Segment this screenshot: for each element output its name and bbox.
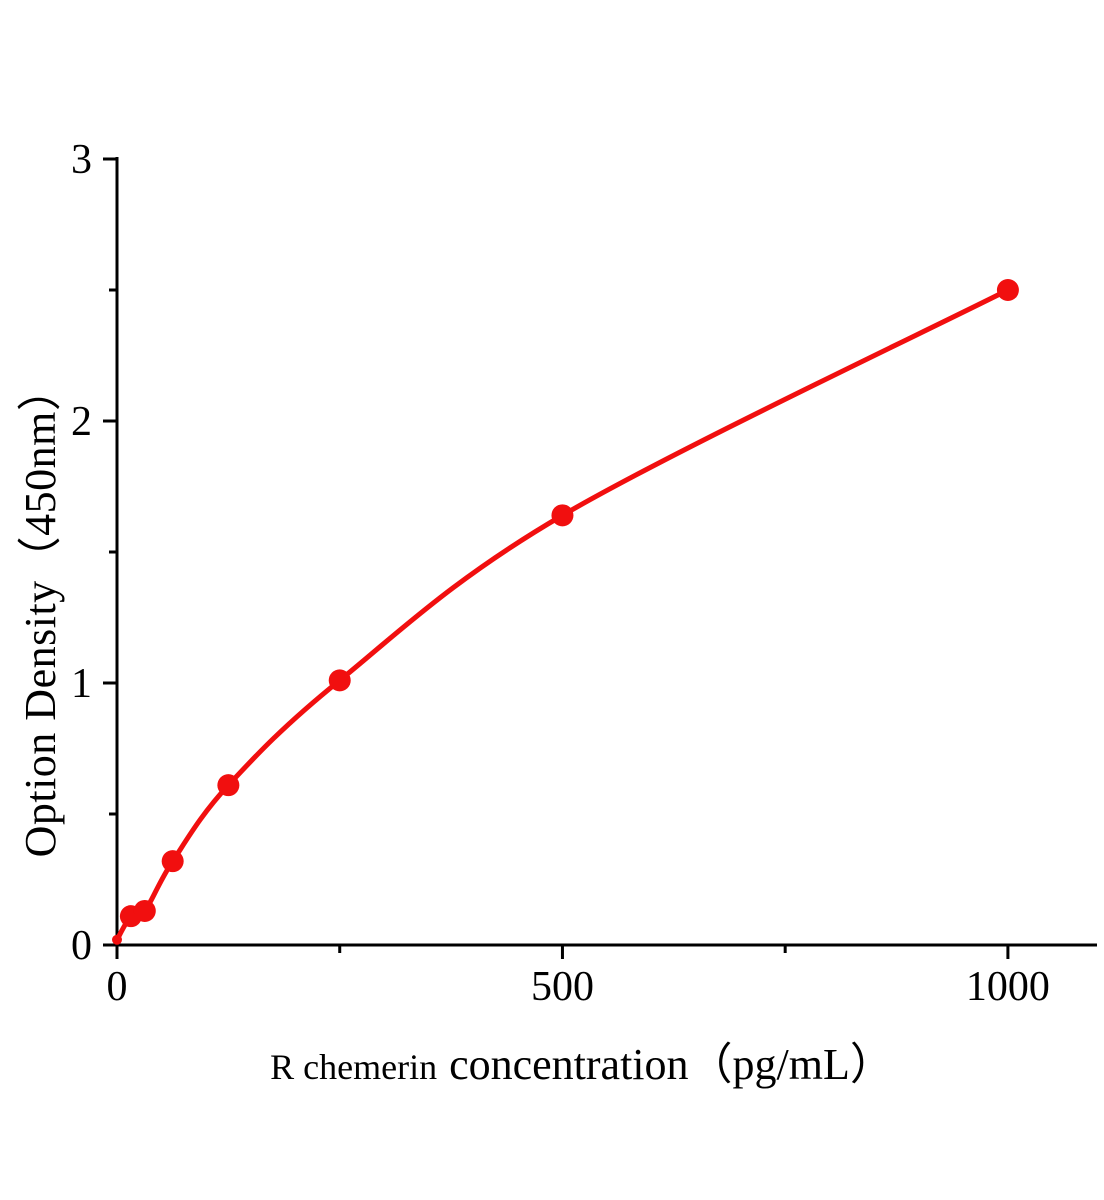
y-tick-label: 2 bbox=[71, 399, 92, 445]
y-axis-title: Option Density（450nm） bbox=[16, 366, 65, 858]
data-point-marker bbox=[217, 774, 240, 797]
data-point-marker bbox=[551, 504, 574, 527]
data-point-marker bbox=[133, 899, 156, 922]
data-point-marker bbox=[328, 669, 351, 692]
y-tick-label: 1 bbox=[71, 661, 92, 707]
x-tick-label: 1000 bbox=[966, 964, 1050, 1010]
data-point-marker bbox=[996, 279, 1019, 301]
x-axis-title: R chemerin concentration（pg/mL） bbox=[117, 1028, 1047, 1092]
standard-curve-line bbox=[114, 287, 1011, 943]
data-point-marker bbox=[161, 850, 184, 873]
x-axis-title-analyte: R chemerin bbox=[270, 1047, 438, 1087]
x-tick-label: 500 bbox=[531, 964, 594, 1010]
data-point-marker bbox=[112, 934, 122, 945]
y-tick-label: 0 bbox=[71, 923, 92, 969]
y-tick-label: 3 bbox=[71, 137, 92, 183]
x-axis-title-unit: concentration（pg/mL） bbox=[449, 1040, 894, 1089]
x-tick-label: 0 bbox=[107, 964, 128, 1010]
